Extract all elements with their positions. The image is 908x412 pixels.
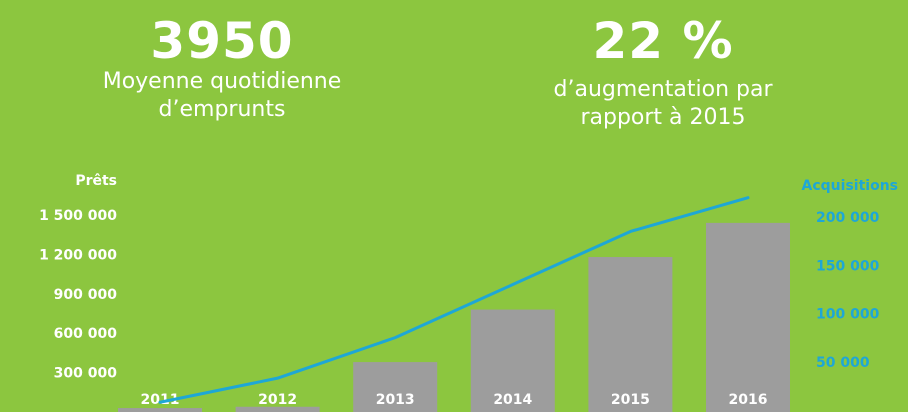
left-tick-label: 300 000 xyxy=(54,366,118,382)
right-axis-title: Acquisitions xyxy=(802,178,898,194)
stat-daily-loans-value: 3950 xyxy=(150,12,294,70)
acquisitions-line xyxy=(158,196,750,404)
stat-daily-loans-caption-1: Moyenne quotidienne xyxy=(102,69,342,94)
category-labels: 2011 2012 2013 2014 2015 2016 xyxy=(141,392,768,408)
left-tick-label: 900 000 xyxy=(54,287,118,303)
bar xyxy=(118,408,202,412)
bar xyxy=(470,309,555,412)
left-tick-label: 1 500 000 xyxy=(39,208,117,224)
category-label: 2013 xyxy=(376,392,415,408)
category-label: 2014 xyxy=(493,392,532,408)
category-label: 2011 xyxy=(141,392,180,408)
category-label: 2012 xyxy=(258,392,297,408)
right-tick-label: 150 000 xyxy=(816,258,880,274)
bar xyxy=(353,362,438,412)
right-tick-label: 50 000 xyxy=(816,355,870,371)
bar xyxy=(706,222,790,412)
category-label: 2015 xyxy=(611,392,650,408)
bar xyxy=(588,257,673,412)
left-tick-label: 600 000 xyxy=(54,326,118,342)
stat-increase: 22 % d’augmentation par rapport à 2015 xyxy=(498,14,828,132)
right-axis-ticks: 50 000 100 000 150 000 200 000 xyxy=(816,210,880,371)
left-tick-label: 1 200 000 xyxy=(39,247,117,263)
stat-daily-loans-caption-2: d’emprunts xyxy=(158,97,286,122)
right-tick-label: 100 000 xyxy=(816,307,880,323)
stat-increase-value: 22 % xyxy=(592,12,734,70)
stat-daily-loans: 3950 Moyenne quotidienne d’emprunts xyxy=(62,14,382,124)
right-tick-label: 200 000 xyxy=(816,210,880,226)
stat-increase-caption-2: rapport à 2015 xyxy=(580,105,746,130)
category-label: 2016 xyxy=(729,392,768,408)
stat-increase-caption-1: d’augmentation par xyxy=(553,77,773,102)
bars xyxy=(118,222,790,412)
bar xyxy=(235,406,320,412)
left-axis-title: Prêts xyxy=(75,173,117,189)
left-axis-ticks: 300 000 600 000 900 000 1 200 000 1 500 000 xyxy=(39,208,117,382)
